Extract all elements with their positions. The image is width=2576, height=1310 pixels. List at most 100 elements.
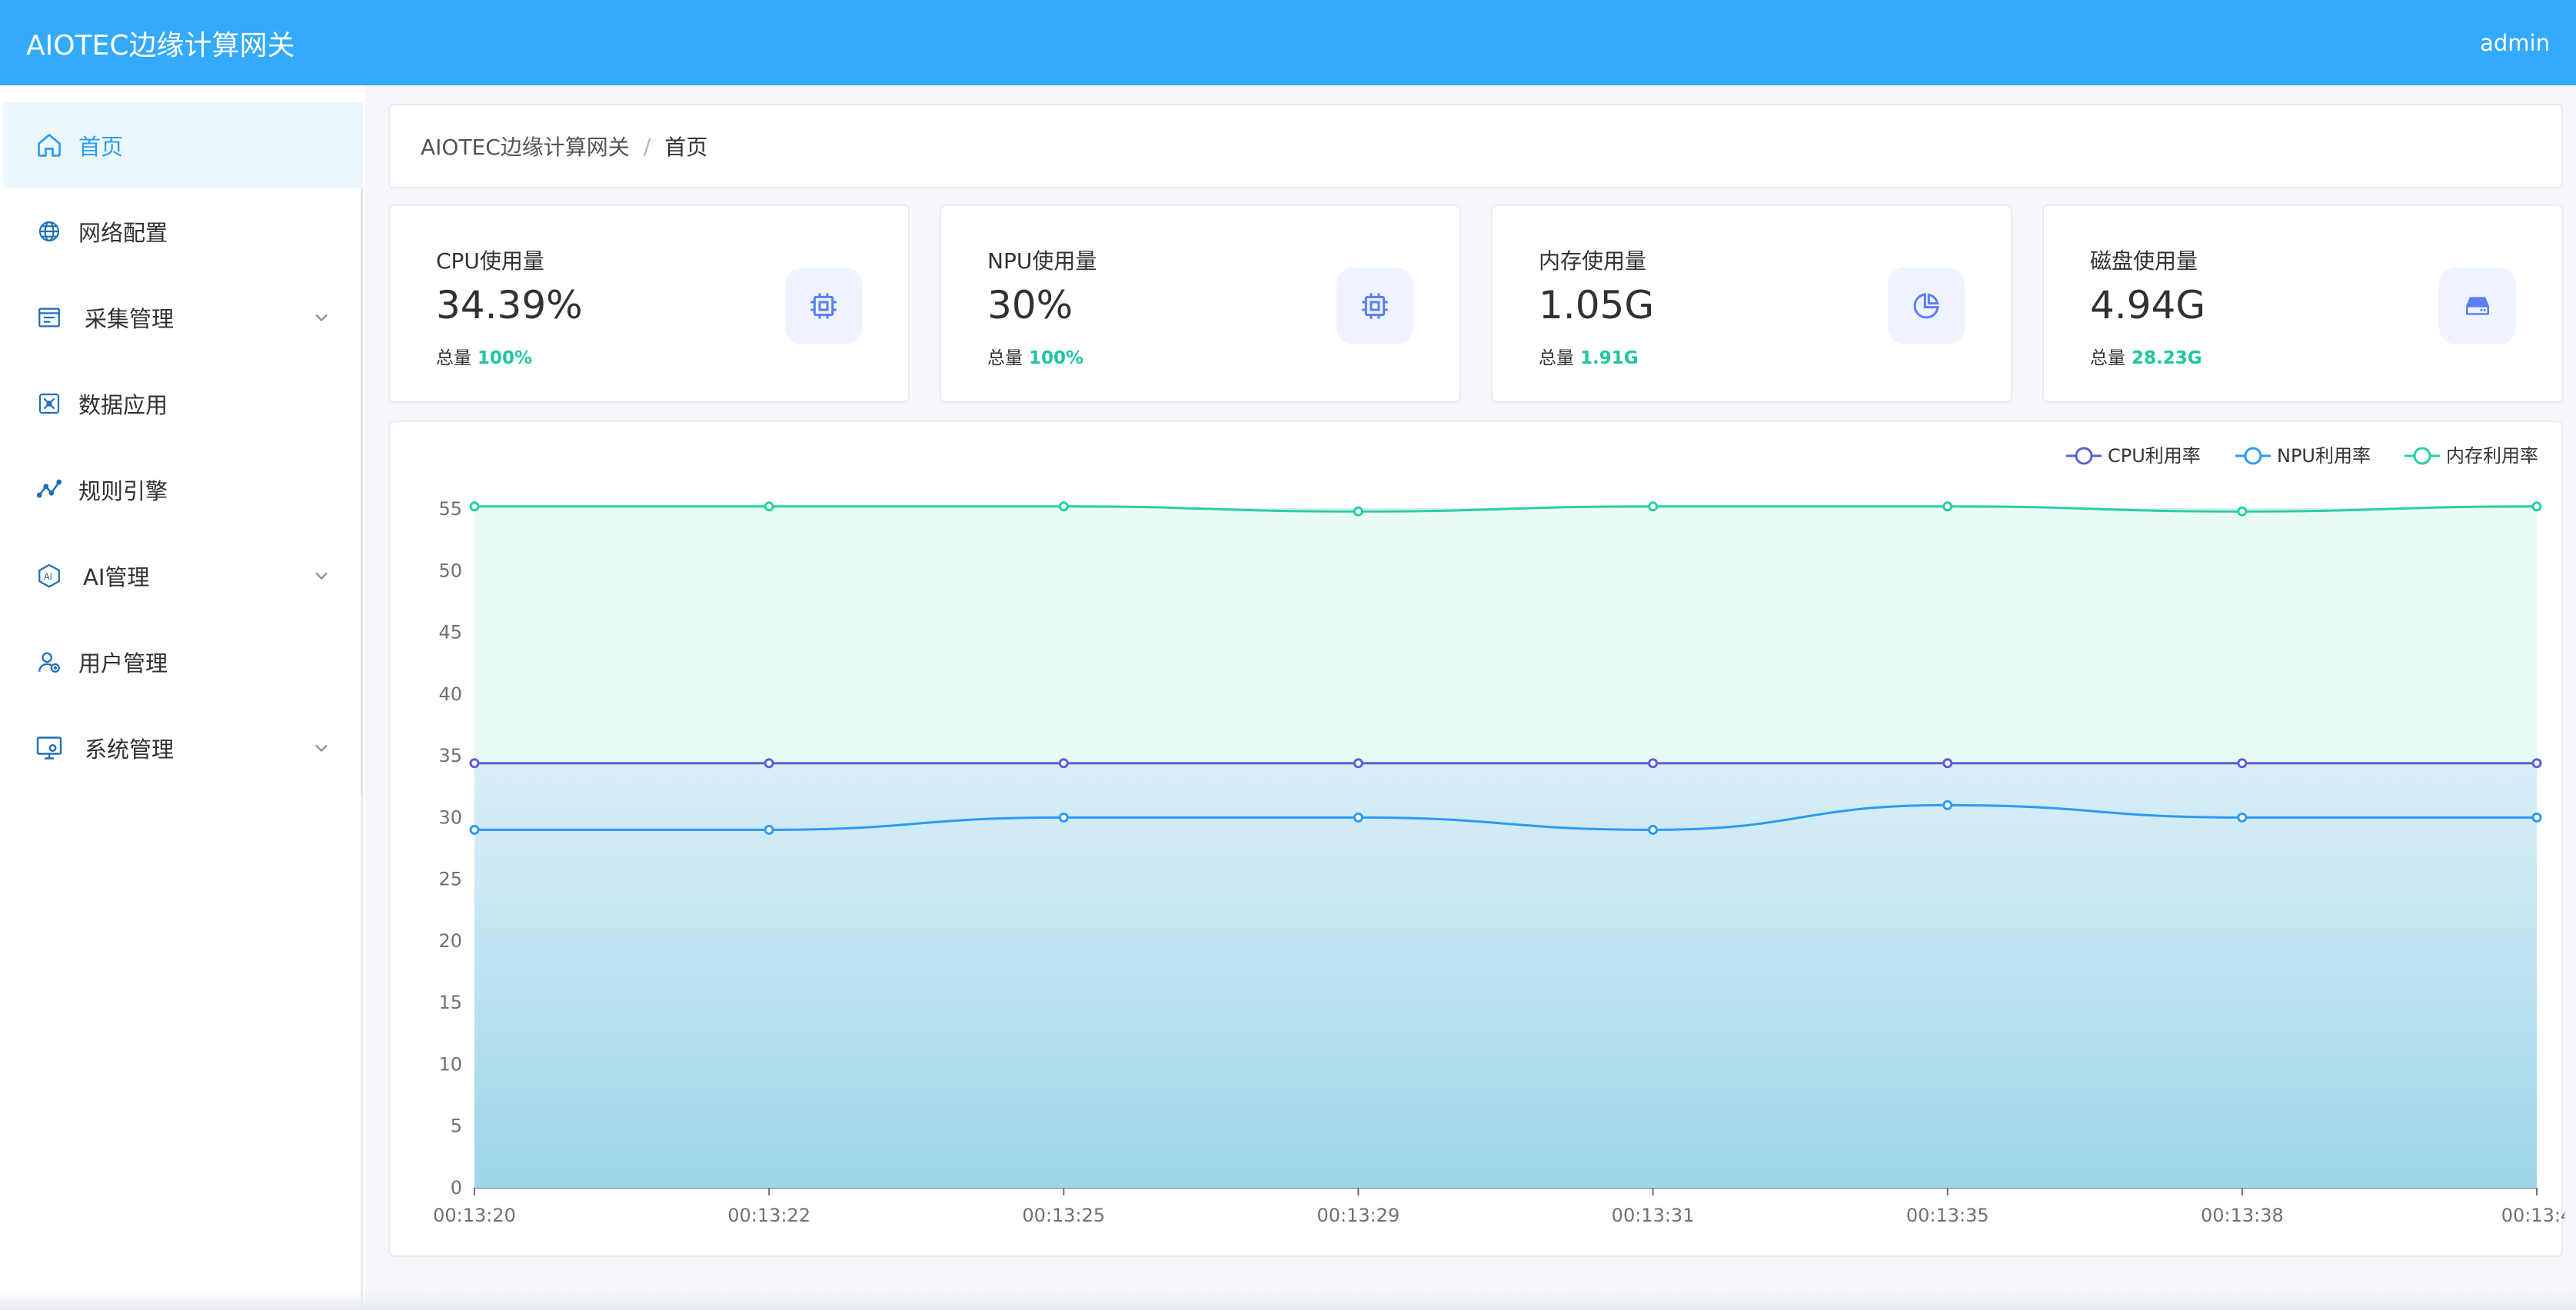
y-tick-label: 35: [438, 745, 462, 766]
chevron-down-icon: [315, 744, 328, 753]
chevron-down-icon: [315, 314, 328, 322]
stat-label: 内存使用量: [1539, 248, 1647, 274]
memory-point: [1353, 506, 1363, 517]
y-tick-label: 5: [451, 1115, 462, 1137]
globe-icon: [34, 216, 65, 247]
stat-total-label: 总量: [987, 348, 1023, 368]
stat-label: CPU使用量: [436, 248, 544, 274]
sidebar-item-ai[interactable]: AI AI管理: [3, 533, 363, 619]
stat-total-value: 100%: [1029, 348, 1084, 368]
sidebar-item-data-app[interactable]: 数据应用: [3, 361, 363, 447]
cpu-point: [764, 758, 774, 769]
npu-series-line: [474, 803, 2537, 831]
rule-engine-icon: [34, 474, 65, 505]
npu-point: [1353, 812, 1363, 823]
breadcrumb-separator: /: [643, 133, 651, 159]
memory-series-line: [474, 505, 2538, 513]
cpu-point: [1648, 758, 1659, 769]
memory-point: [2237, 506, 2248, 517]
stat-total-value: 1.91G: [1580, 348, 1639, 368]
legend-marker: [2413, 447, 2431, 465]
chart-canvas: 0 5 10 15 20 25 30 35 40 45 50 55 00:13:20 00:13:22 00…: [433, 445, 2564, 1226]
system-icon: [34, 733, 65, 763]
sidebar-item-collection[interactable]: 采集管理: [3, 274, 363, 361]
chip-icon: [1336, 268, 1413, 344]
y-tick-label: 55: [438, 498, 462, 520]
y-tick-label: 10: [438, 1053, 462, 1075]
y-tick-label: 40: [438, 683, 462, 705]
sidebar-item-users[interactable]: 用户管理: [3, 619, 363, 705]
y-tick-label: 30: [438, 806, 462, 828]
npu-point: [2531, 812, 2542, 823]
npu-point: [469, 824, 480, 835]
data-app-icon: [34, 388, 65, 419]
user-menu[interactable]: admin: [2480, 29, 2550, 56]
top-header: AIOTEC边缘计算网关 admin: [0, 0, 2576, 85]
stat-total: 总量 100%: [987, 343, 1083, 369]
svg-text:AI: AI: [44, 571, 52, 582]
stat-total-label: 总量: [2090, 348, 2125, 368]
x-tick-label: 00:13:4: [2501, 1205, 2564, 1226]
bottom-fade: [0, 1292, 2576, 1310]
sidebar: 首页 网络配置 采集管理 数据应用 规则引擎 AI AI管理: [3, 102, 363, 1310]
npu-area: [474, 805, 2537, 1188]
memory-point: [1648, 501, 1659, 512]
sidebar-item-system[interactable]: 系统管理: [3, 705, 363, 791]
legend-label: NPU利用率: [2277, 445, 2371, 467]
cpu-point: [469, 758, 480, 769]
x-tick-label: 00:13:29: [1317, 1205, 1400, 1226]
cpu-point: [1942, 758, 1953, 769]
memory-point: [469, 501, 480, 512]
sidebar-item-home[interactable]: 首页: [3, 102, 363, 188]
y-tick-label: 15: [438, 992, 462, 1013]
stat-total: 总量 1.91G: [1539, 343, 1639, 369]
memory-point: [1942, 501, 1953, 512]
sidebar-item-network[interactable]: 网络配置: [3, 188, 363, 274]
stat-total-value: 100%: [478, 348, 533, 368]
stat-total-value: 28.23G: [2132, 348, 2202, 368]
x-tick-label: 00:13:35: [1906, 1205, 1989, 1226]
x-tick-label: 00:13:22: [727, 1205, 810, 1226]
stat-card-memory: 内存使用量 1.05G 总量 1.91G: [1491, 204, 2012, 403]
chevron-down-icon: [315, 572, 328, 580]
stat-card-cpu: CPU使用量 34.39% 总量 100%: [388, 204, 910, 403]
x-tick-label: 00:13:31: [1612, 1205, 1695, 1226]
stat-card-npu: NPU使用量 30% 总量 100%: [940, 204, 1461, 403]
collection-icon: [34, 302, 65, 333]
legend-marker: [2244, 447, 2262, 465]
x-tick-label: 00:13:25: [1022, 1205, 1105, 1226]
sidebar-item-label: 用户管理: [78, 650, 168, 677]
stat-total-label: 总量: [436, 348, 471, 368]
npu-point: [1648, 824, 1659, 835]
cpu-point: [2531, 758, 2542, 769]
sidebar-scrollbar[interactable]: [361, 102, 363, 794]
y-tick-label: 50: [438, 560, 462, 581]
ai-icon: AI: [34, 560, 65, 591]
breadcrumb-current: 首页: [664, 135, 708, 160]
stat-value: 1.05G: [1539, 283, 1655, 328]
user-icon: [34, 647, 65, 677]
sidebar-item-label: 采集管理: [85, 306, 175, 332]
stat-value: 34.39%: [436, 283, 583, 328]
cpu-point: [1058, 758, 1069, 769]
stat-label: 磁盘使用量: [2090, 248, 2198, 274]
memory-point: [1058, 501, 1069, 512]
usage-line-chart: 0 5 10 15 20 25 30 35 40 45 50 55 00:13:20 00:13:22 00…: [388, 421, 2564, 1257]
memory-point: [764, 501, 774, 512]
stat-value: 4.94G: [2090, 283, 2206, 328]
legend-label: 内存利用率: [2446, 445, 2538, 467]
npu-point: [2237, 812, 2248, 823]
sidebar-item-label: 数据应用: [78, 392, 168, 418]
legend-label: CPU利用率: [2108, 445, 2201, 467]
sidebar-item-label: 系统管理: [85, 736, 175, 763]
npu-point: [1942, 800, 1953, 810]
sidebar-item-rule-engine[interactable]: 规则引擎: [3, 447, 363, 533]
x-tick-label: 00:13:38: [2201, 1205, 2284, 1226]
y-tick-label: 25: [438, 869, 462, 890]
breadcrumb-root[interactable]: AIOTEC边缘计算网关: [421, 135, 630, 160]
stat-total: 总量 28.23G: [2090, 343, 2202, 369]
x-tick-label: 00:13:20: [433, 1205, 516, 1226]
y-tick-label: 45: [438, 622, 462, 643]
stat-value: 30%: [987, 283, 1073, 328]
home-icon: [34, 130, 65, 161]
